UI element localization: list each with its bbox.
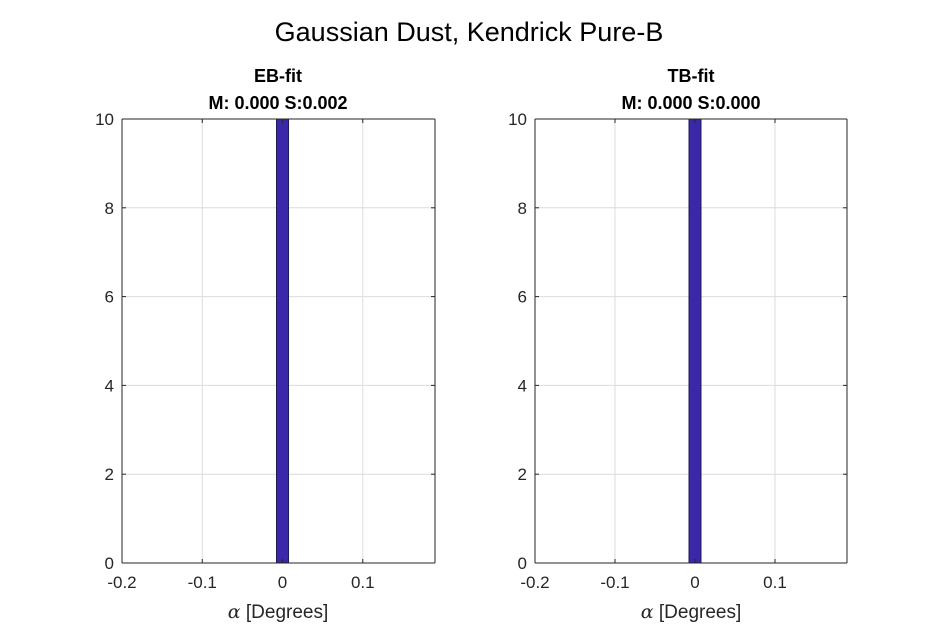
y-tick-label: 8 <box>105 199 114 218</box>
subplot-subtitle: M: 0.000 S:0.002 <box>208 93 347 113</box>
x-tick-label: 0 <box>278 573 287 592</box>
subplot-title: EB-fit <box>254 66 302 86</box>
alpha-symbol: α <box>641 601 654 623</box>
x-tick-label: 0 <box>690 573 699 592</box>
x-axis-label: α [Degrees] <box>228 601 329 623</box>
y-tick-label: 6 <box>518 288 527 307</box>
x-tick-label: 0.1 <box>763 573 787 592</box>
x-tick-label: -0.1 <box>600 573 629 592</box>
x-tick-label: -0.2 <box>520 573 549 592</box>
subplot-title: TB-fit <box>668 66 715 86</box>
y-tick-label: 4 <box>518 376 527 395</box>
y-tick-label: 0 <box>518 554 527 573</box>
y-tick-label: 10 <box>95 110 114 129</box>
y-tick-label: 10 <box>508 110 527 129</box>
y-tick-labels: 0 2 4 6 8 10 <box>508 110 527 573</box>
x-tick-label: -0.1 <box>188 573 217 592</box>
y-tick-label: 2 <box>518 465 527 484</box>
y-tick-label: 0 <box>105 554 114 573</box>
x-axis-label: α [Degrees] <box>641 601 742 623</box>
alpha-symbol: α <box>228 601 241 623</box>
histogram-bars <box>688 118 702 564</box>
axes <box>534 118 848 564</box>
x-tick-labels: -0.2 -0.1 0 0.1 <box>107 573 374 592</box>
y-tick-label: 6 <box>105 288 114 307</box>
y-tick-label: 2 <box>105 465 114 484</box>
histogram-bar <box>688 118 702 564</box>
histogram-bars <box>275 118 290 564</box>
y-tick-label: 4 <box>105 376 114 395</box>
figure-title: Gaussian Dust, Kendrick Pure-B <box>275 17 664 47</box>
x-axis-unit: [Degrees] <box>241 602 329 623</box>
x-axis-unit: [Degrees] <box>654 602 742 623</box>
y-tick-label: 8 <box>518 199 527 218</box>
x-tick-label: -0.2 <box>107 573 136 592</box>
axes <box>121 118 436 564</box>
subplot-tb-fit: TB-fit M: 0.000 S:0.000 -0.2 -0.1 0 0.1 0 2 4… <box>508 66 848 623</box>
x-tick-label: 0.1 <box>351 573 375 592</box>
subplot-subtitle: M: 0.000 S:0.000 <box>621 93 760 113</box>
y-tick-labels: 0 2 4 6 8 10 <box>95 110 114 573</box>
subplot-eb-fit: EB-fit M: 0.000 S:0.002 -0.2 -0.1 0 0.1 0 2 4… <box>95 66 436 623</box>
histogram-bar <box>275 118 290 564</box>
x-tick-labels: -0.2 -0.1 0 0.1 <box>520 573 786 592</box>
